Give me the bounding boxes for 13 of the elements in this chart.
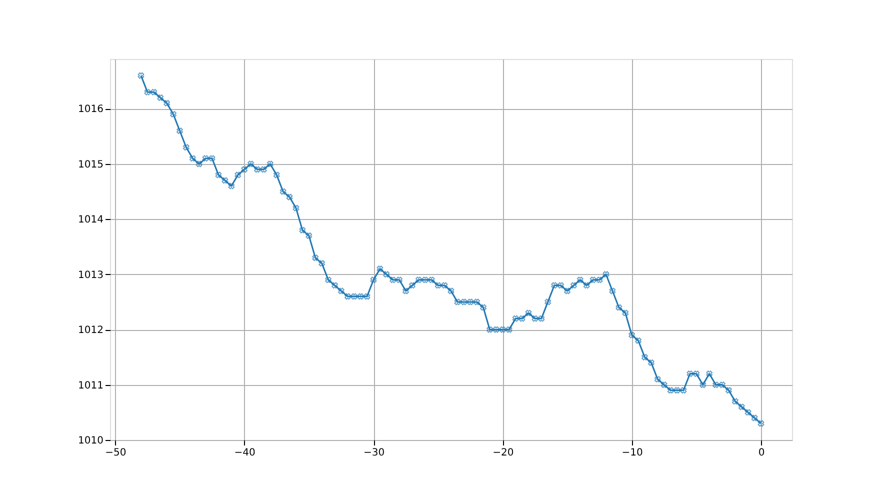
y-tick-label: 1011 [78,380,104,392]
y-tick-label: 1015 [78,159,104,170]
y-tick-label: 1014 [78,214,104,226]
x-tick-label: 0 [758,448,765,458]
x-tick-label: −50 [105,448,126,458]
x-tick-label: −30 [363,448,385,458]
x-tick-label: −40 [234,448,256,458]
x-tick-label: −10 [622,448,643,458]
y-tick-label: 1010 [78,436,104,446]
y-tick-label: 1012 [78,325,104,336]
y-tick-label: 1016 [78,104,104,116]
y-tick-label: 1013 [78,270,104,281]
x-tick-label: −20 [492,448,514,458]
